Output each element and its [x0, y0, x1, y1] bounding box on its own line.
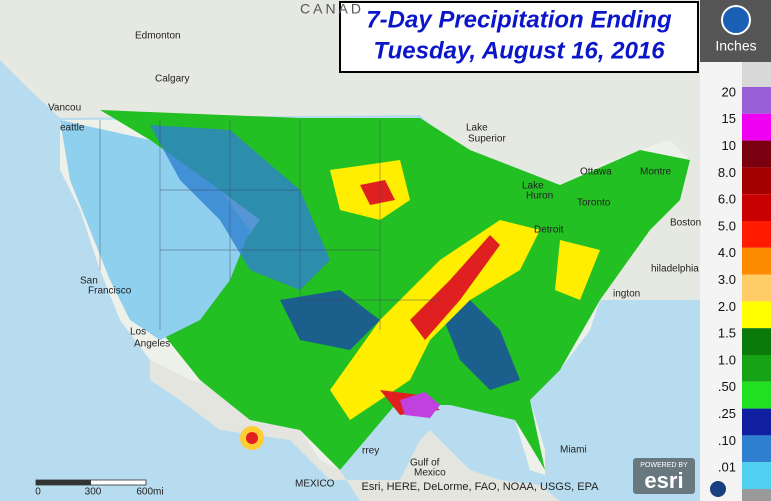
- legend-label: 5.0: [718, 218, 736, 233]
- legend-swatch: [742, 221, 771, 248]
- legend-swatch: [742, 408, 771, 436]
- legend-label: 2.0: [718, 299, 736, 314]
- esri-powered: POWERED BY: [640, 462, 688, 469]
- esri-logo: esri: [644, 468, 683, 493]
- map-label: Edmonton: [135, 31, 181, 42]
- map-label: Ottawa: [580, 167, 612, 178]
- map-label: Gulf of: [410, 458, 440, 469]
- scale-label: 0: [35, 487, 41, 498]
- legend-unit: Inches: [715, 38, 756, 54]
- precip-blue: [150, 125, 330, 290]
- map-label: Los: [130, 327, 146, 338]
- legend-swatch: [742, 194, 771, 221]
- legend-label: 1.0: [718, 352, 736, 367]
- title-box: [339, 1, 699, 73]
- legend-swatch: [742, 301, 771, 329]
- legend-swatch: [742, 355, 771, 382]
- scale-bar-fill: [36, 480, 91, 485]
- noaa-logo: [721, 5, 751, 35]
- legend-label: 20: [722, 84, 736, 99]
- map-label: Huron: [526, 191, 553, 202]
- canada-land: [0, 0, 700, 300]
- map-label: CANAD: [300, 1, 364, 17]
- legend-swatch: [742, 274, 771, 302]
- legend-swatch-bottom: [742, 489, 771, 501]
- map-labels: CANAD Edmonton Calgary Vancou eattle SanFranc…: [48, 1, 701, 490]
- legend-swatch: [742, 167, 771, 195]
- legend-swatch: [742, 462, 771, 489]
- map-label: Mexico: [414, 468, 446, 479]
- legend-label: 3.0: [718, 272, 736, 287]
- legend-label: .01: [718, 460, 736, 475]
- legend-label: 15: [722, 111, 736, 126]
- legend-label: 8.0: [718, 165, 736, 180]
- legend-swatch-top: [742, 62, 771, 87]
- map-label: Lake: [522, 181, 544, 192]
- map-label: Superior: [468, 134, 506, 145]
- legend-swatch: [742, 247, 771, 275]
- esri-logo-bg: [633, 458, 695, 494]
- help-button[interactable]: [710, 481, 726, 497]
- legend-swatch: [742, 113, 771, 141]
- precip-dark-blue: [280, 290, 520, 390]
- map-label: Calgary: [155, 74, 189, 85]
- map-label: hiladelphia: [651, 264, 699, 275]
- legend-swatch: [742, 435, 771, 463]
- legend-swatch: [742, 381, 771, 409]
- legend-swatch: [742, 140, 771, 168]
- legend-swatch: [742, 328, 771, 355]
- legend-label: .50: [718, 379, 736, 394]
- legend: 20 15 10 8.0 6.0 5.0 4.0 3.0 2.0 1.5 1.0 .50 .25 .10.…: [718, 84, 771, 489]
- map-label: MEXICO: [295, 479, 335, 490]
- map-label: Boston: [670, 218, 701, 229]
- attribution: Esri, HERE, DeLorme, FAO, NOAA, USGS, EP…: [362, 481, 600, 493]
- legend-swatch: [742, 87, 771, 114]
- scale-label: 300: [85, 487, 102, 498]
- mexico-land: [150, 360, 560, 501]
- precip-red: [360, 180, 500, 415]
- map-label: Francisco: [88, 286, 132, 297]
- map-label: Vancou: [48, 103, 81, 114]
- map-label: Detroit: [534, 225, 564, 236]
- map-label: eattle: [60, 123, 85, 134]
- map-label: rrey: [362, 446, 379, 457]
- legend-label: 10: [722, 138, 736, 153]
- map-label: Angeles: [134, 339, 170, 350]
- scale-label: 600mi: [136, 487, 163, 498]
- precip-mexico-core: [246, 432, 258, 444]
- map-label: Toronto: [577, 198, 611, 209]
- title-line: Tuesday, August 16, 2016: [373, 37, 665, 64]
- legend-label: .25: [718, 406, 736, 421]
- state-borders: [99, 120, 440, 330]
- legend-label: .10: [718, 433, 736, 448]
- map-label: Lake: [466, 123, 488, 134]
- legend-label: 6.0: [718, 192, 736, 207]
- map-label: Montre: [640, 167, 672, 178]
- legend-label: 4.0: [718, 245, 736, 260]
- title-line: 7-Day Precipitation Ending: [366, 6, 672, 33]
- precip-purple: [400, 392, 440, 418]
- precip-light-blue: [60, 120, 250, 340]
- map-label: Miami: [560, 445, 587, 456]
- legend-label: 1.5: [718, 326, 736, 341]
- map-label: San: [80, 276, 98, 287]
- map-label: ington: [613, 289, 640, 300]
